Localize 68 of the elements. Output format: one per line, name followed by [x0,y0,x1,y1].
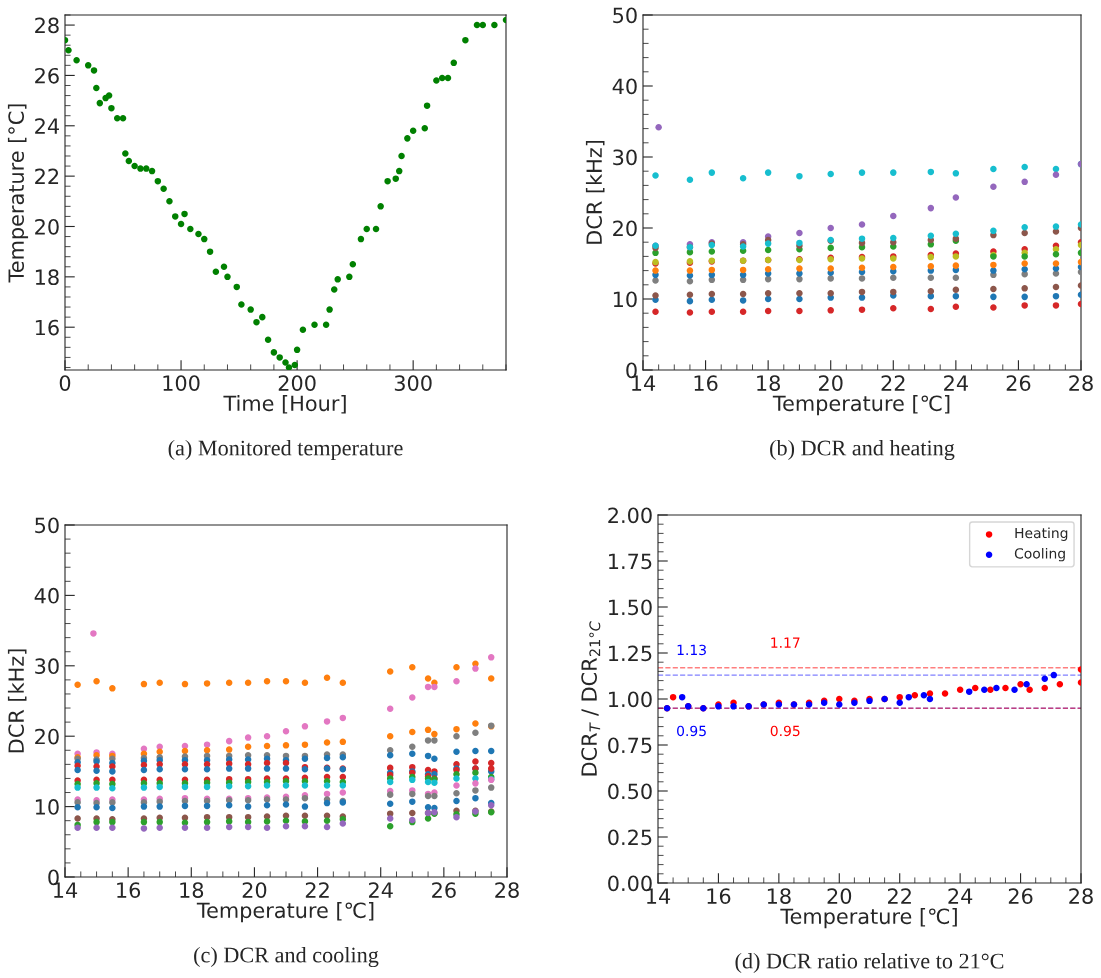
x-axis-title: Time [Hour] [223,395,346,414]
y-tick-label: 50 [35,517,59,534]
x-tick-label: 26 [432,882,456,898]
text: (c) DCR and cooling [194,946,379,968]
x-axis-title: Temperature [℃] [780,908,957,929]
ref-line-label: 1.17 [771,637,800,648]
y-tick-label: 30 [613,149,637,166]
y-tick-label: 10 [613,291,637,308]
x-tick-label: 18 [757,375,780,391]
y-axis-title: DCR [kHz] [7,649,27,753]
y-tick-label: 10 [35,799,59,815]
x-axis-title: Temperature [℃] [196,902,374,923]
x-tick-label: 16 [694,375,718,391]
x-tick-label: 28 [1069,888,1093,904]
y-tick-label: 1.50 [609,599,652,616]
y-tick-label: 1.00 [609,691,652,708]
y-tick-label: 40 [612,78,637,95]
y-tick-label: 26 [35,67,59,84]
x-axis-title: Temperature [℃] [772,395,950,416]
x-tick-label: 16 [707,888,731,904]
y-tick-label: 50 [613,7,637,24]
x-tick-label: 18 [180,882,204,898]
legend-label: Heating [1015,527,1068,541]
x-tick-label: 24 [948,888,973,904]
ref-line-label: 1.13 [677,644,706,656]
text: (d) DCR ratio relative to 21°C [735,952,1004,974]
x-tick-label: 20 [242,882,267,898]
x-tick-label: 24 [368,882,393,898]
y-tick-label: 1.25 [609,645,652,662]
text: (a) Monitored temperature [168,439,403,461]
legend-label: Cooling [1014,547,1065,562]
text: (b) DCR and heating [770,439,955,461]
x-tick-label: 20 [827,888,852,904]
y-axis-title: Temperature [°C] [7,104,29,283]
ref-line-label: 0.95 [677,725,706,737]
x-tick-label: 300 [394,375,432,391]
x-tick-label: 26 [1006,375,1031,391]
y-tick-label: 16 [35,319,59,336]
y-tick-label: 24 [35,118,59,134]
y-axis-title: DCR [kHz] [585,140,605,244]
y-tick-label: 18 [35,269,59,286]
x-tick-label: 22 [887,888,911,904]
y-tick-label: 28 [35,17,59,34]
y-tick-label: 30 [35,658,59,675]
x-tick-label: 0 [59,375,71,391]
y-axis-title: DCR$_{T}$ / DCR$_{21°C}$ [581,621,601,776]
x-tick-label: 22 [881,375,905,391]
x-tick-label: 28 [1069,375,1093,391]
ref-line-label: 0.95 [770,725,800,737]
y-tick-label: 40 [34,587,59,604]
x-tick-label: 20 [818,375,843,391]
x-tick-label: 18 [767,888,791,904]
y-tick-label: 1.75 [609,553,652,570]
x-tick-label: 16 [117,882,141,898]
y-tick-label: 20 [35,728,59,745]
x-tick-label: 200 [278,375,316,391]
y-tick-label: 0.50 [608,783,652,800]
y-tick-label: 0.75 [608,737,652,754]
x-tick-label: 28 [495,882,519,898]
y-tick-label: 20 [613,220,637,237]
y-tick-label: 0.25 [608,829,652,846]
x-tick-label: 100 [163,375,200,391]
x-tick-label: 22 [305,882,329,898]
y-tick-label: 2.00 [608,507,652,524]
x-tick-label: 24 [944,375,968,391]
y-tick-label: 22 [35,168,59,185]
x-tick-label: 26 [1008,888,1033,904]
y-tick-label: 20 [35,218,59,235]
